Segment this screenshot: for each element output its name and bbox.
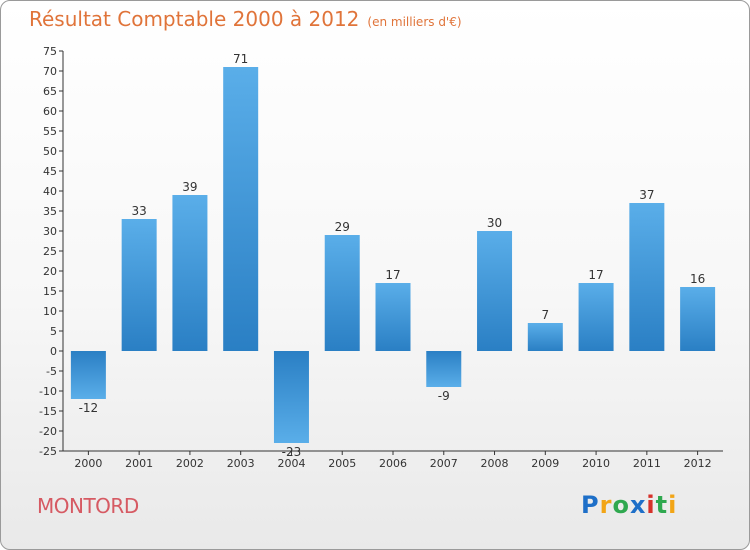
y-tick-label: 0: [50, 345, 57, 358]
y-tick-label: 30: [43, 225, 57, 238]
data-label: 29: [335, 220, 350, 234]
data-label: 37: [639, 188, 654, 202]
data-label: 39: [182, 180, 197, 194]
chart-title: Résultat Comptable 2000 à 2012 (en millie…: [29, 7, 462, 31]
y-tick-label: 10: [43, 305, 57, 318]
data-label: 7: [541, 308, 549, 322]
x-tick-label: 2000: [74, 457, 102, 470]
bars: [70, 67, 716, 443]
x-tick-label: 2002: [176, 457, 204, 470]
bar-2011: [629, 203, 665, 351]
logo-letter: i: [646, 491, 656, 519]
data-label: -23: [282, 445, 302, 459]
x-tick-label: 2011: [633, 457, 661, 470]
bar-2001: [121, 219, 157, 351]
x-tick-label: 2009: [531, 457, 559, 470]
y-tick-label: 20: [43, 265, 57, 278]
bar-2009: [527, 323, 563, 351]
bar-2000: [70, 351, 106, 399]
bar-2010: [578, 283, 614, 351]
bar-2012: [680, 287, 716, 351]
y-tick-label: -5: [46, 365, 57, 378]
bar-2002: [172, 195, 208, 351]
y-tick-label: 55: [43, 125, 57, 138]
data-label: -12: [79, 401, 99, 415]
y-tick-label: 25: [43, 245, 57, 258]
chart-unit: (en milliers d'€): [367, 15, 462, 29]
data-label: -9: [438, 389, 450, 403]
y-tick-label: -15: [39, 405, 57, 418]
data-label: 30: [487, 216, 502, 230]
logo-letter: P: [581, 491, 600, 519]
y-tick-label: 65: [43, 85, 57, 98]
data-label: 33: [132, 204, 147, 218]
bar-2003: [223, 67, 259, 351]
x-tick-label: 2012: [684, 457, 712, 470]
x-tick-label: 2005: [328, 457, 356, 470]
y-tick-label: 50: [43, 145, 57, 158]
chart-title-text: Résultat Comptable 2000 à 2012: [29, 7, 360, 31]
logo-letter: x: [629, 491, 647, 519]
data-label: 17: [385, 268, 400, 282]
y-tick-label: 35: [43, 205, 57, 218]
y-tick-label: 45: [43, 165, 57, 178]
logo-letter: r: [599, 491, 613, 519]
bar-2008: [477, 231, 513, 351]
data-labels: -12 33 39 71 -23 29 17 -9 30 7 17 37 16: [79, 52, 706, 459]
y-tick-label: 40: [43, 185, 57, 198]
y-tick-label: -10: [39, 385, 57, 398]
axes: -25 -20 -15 -10 -5 0 5 10 15 20 25 30 35 40 45 50 55 60 65…: [39, 45, 723, 470]
x-tick-label: 2008: [481, 457, 509, 470]
y-tick-label: 5: [50, 325, 57, 338]
logo-letter: o: [612, 491, 630, 519]
y-tick-label: 15: [43, 285, 57, 298]
data-label: 71: [233, 52, 248, 66]
bar-2007: [426, 351, 462, 387]
data-label: 17: [588, 268, 603, 282]
y-tick-label: 75: [43, 45, 57, 58]
bar-2005: [324, 235, 360, 351]
town-name: MONTORD: [37, 494, 139, 518]
x-tick-label: 2006: [379, 457, 407, 470]
y-tick-label: -20: [39, 425, 57, 438]
proxiti-logo[interactable]: Proxiti: [581, 491, 677, 519]
y-tick-label: -25: [39, 445, 57, 458]
data-label: 16: [690, 272, 705, 286]
y-tick-label: 60: [43, 105, 57, 118]
y-tick-label: 70: [43, 65, 57, 78]
bar-2004: [273, 351, 309, 443]
bar-2006: [375, 283, 411, 351]
x-tick-label: 2003: [227, 457, 255, 470]
logo-letter: t: [655, 491, 669, 519]
x-tick-label: 2007: [430, 457, 458, 470]
x-tick-label: 2004: [277, 457, 305, 470]
x-tick-label: 2010: [582, 457, 610, 470]
x-tick-label: 2001: [125, 457, 153, 470]
logo-letter: i: [668, 491, 678, 519]
